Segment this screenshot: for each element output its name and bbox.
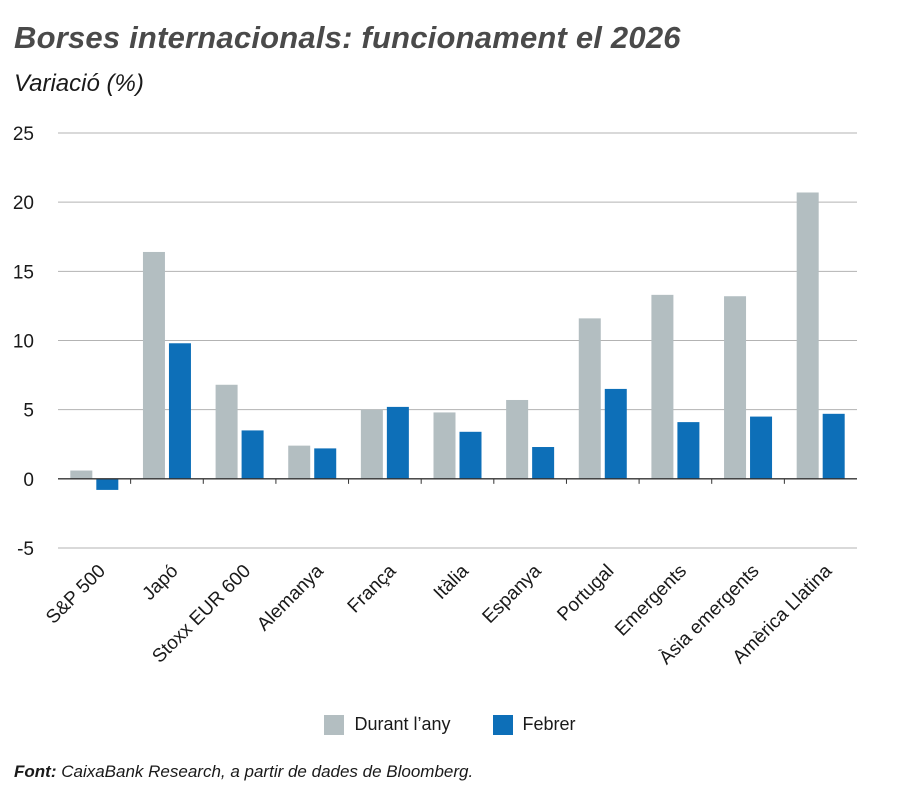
y-tick-label: 15	[13, 262, 34, 283]
source-note: Font: CaixaBank Research, a partir de da…	[14, 762, 473, 782]
legend-swatch-series-1	[324, 714, 345, 735]
x-category-label: Japó	[139, 561, 183, 605]
legend-swatch-series-2	[492, 714, 513, 735]
x-category-label: Itàlia	[430, 560, 474, 604]
bar-series-1	[288, 445, 311, 479]
bar-series-1	[724, 296, 747, 479]
legend-label-series-2: Febrer	[522, 714, 576, 734]
bar-series-2	[532, 447, 555, 479]
bar-series-1	[360, 409, 383, 479]
bar-series-1	[578, 318, 601, 479]
y-tick-label: 0	[23, 470, 34, 491]
bar-series-2	[459, 431, 482, 479]
bar-series-1	[506, 399, 529, 479]
bar-series-1	[433, 412, 456, 479]
y-tick-label: 10	[13, 332, 34, 353]
bar-series-1	[215, 384, 238, 479]
legend-label-series-1: Durant l’any	[354, 714, 451, 734]
source-label: Font:	[14, 762, 57, 781]
source-text: CaixaBank Research, a partir de dades de…	[56, 762, 474, 781]
bar-series-2	[750, 416, 773, 479]
chart-title: Borses internacionals: funcionament el 2…	[14, 20, 681, 55]
bar-series-2	[604, 388, 627, 479]
x-category-label: Alemanya	[253, 560, 328, 635]
bar-series-2	[314, 448, 337, 479]
bar-series-2	[386, 406, 409, 479]
bar-series-1	[70, 470, 93, 479]
bar-series-2	[168, 343, 191, 479]
legend: Durant l’any Febrer	[0, 714, 900, 735]
bar-series-2	[822, 413, 845, 479]
x-category-label: Portugal	[553, 561, 618, 626]
chart-subtitle: Variació (%)	[14, 70, 144, 97]
y-tick-label: 25	[13, 124, 34, 145]
bar-series-1	[142, 251, 165, 479]
bar-series-1	[796, 192, 819, 479]
legend-item-series-1: Durant l’any	[324, 714, 451, 735]
y-tick-label: 5	[23, 401, 34, 422]
x-category-label: Emergents	[611, 561, 691, 641]
x-category-label: França	[344, 560, 401, 617]
x-category-label: Espanya	[479, 560, 546, 627]
bar-series-2	[241, 430, 264, 479]
bar-series-1	[651, 294, 674, 479]
x-category-label: S&P 500	[42, 561, 110, 629]
bar-series-2	[677, 422, 700, 479]
bar-series-2	[96, 478, 119, 490]
y-tick-label: 20	[13, 193, 34, 214]
legend-item-series-2: Febrer	[492, 714, 576, 735]
y-tick-label: -5	[17, 539, 34, 560]
